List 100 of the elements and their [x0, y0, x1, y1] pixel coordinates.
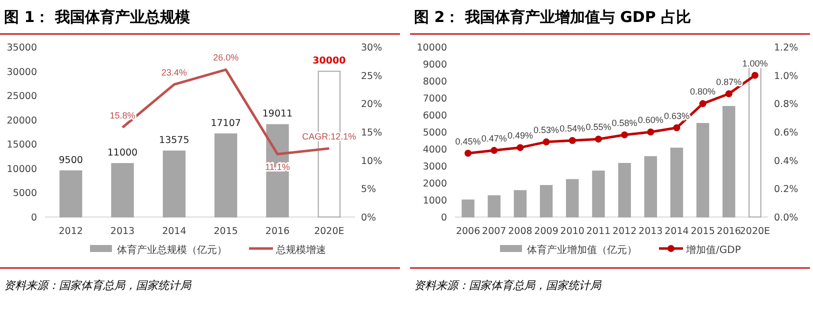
- bar: [488, 195, 500, 218]
- x-tick-label: 2011: [586, 226, 611, 237]
- x-tick-label: 2020E: [740, 226, 770, 237]
- chart-title: 图 1： 我国体育产业总规模: [4, 8, 191, 26]
- point: [751, 72, 758, 79]
- y2-tick-label: 5%: [361, 184, 376, 196]
- text: 资料来源：国家体育总局，国家统计局: [414, 279, 602, 292]
- x-tick-label: 2015: [214, 226, 238, 237]
- bar: [462, 200, 474, 218]
- y2-tick-label: 0.8%: [774, 99, 798, 110]
- y2-tick-label: 1.2%: [774, 42, 798, 54]
- y2-tick-label: 30%: [361, 42, 382, 54]
- data-label: 0.63%: [664, 110, 690, 121]
- legend-label: 体育产业增加值（亿元）: [527, 244, 637, 256]
- legend-label: 增加值/GDP: [685, 244, 741, 256]
- y-tick-label: 0: [440, 212, 447, 224]
- y2-tick-label: 1.0%: [774, 70, 798, 82]
- data-label: 23.4%: [161, 67, 187, 78]
- bar: [644, 156, 657, 218]
- point: [725, 90, 732, 98]
- data-label: CAGR:12.1%: [302, 131, 356, 142]
- x-tick-label: 2012: [58, 226, 83, 237]
- point: [464, 150, 472, 157]
- point: [647, 128, 654, 136]
- y-tick-label: 6000: [422, 110, 447, 122]
- x-tick-label: 2013: [110, 226, 135, 237]
- data-label: 1.00%: [742, 58, 768, 68]
- y2-tick-label: 10%: [361, 156, 382, 167]
- y-tick-label: 10000: [6, 164, 37, 175]
- bar: [618, 162, 631, 218]
- point: [699, 100, 706, 108]
- y-tick-label: 25000: [6, 91, 37, 102]
- bar: [162, 150, 186, 218]
- y2-tick-label: 25%: [361, 70, 382, 82]
- bar: [566, 179, 579, 218]
- data-label: 19011: [262, 108, 293, 120]
- point: [490, 146, 498, 154]
- y-tick-label: 30000: [6, 66, 37, 78]
- y2-tick-label: 0.0%: [774, 212, 798, 224]
- y-tick-label: 2000: [422, 178, 447, 190]
- bar: [670, 148, 684, 218]
- y-tick-label: 4000: [422, 144, 447, 156]
- point: [542, 138, 550, 146]
- x-tick-label: 2013: [638, 226, 663, 237]
- data-label: 0.87%: [716, 76, 742, 87]
- x-tick-label: 2008: [508, 226, 532, 237]
- data-label: 30000: [312, 55, 346, 66]
- data-label: 11000: [107, 148, 138, 159]
- legend-label: 总规模增速: [275, 244, 326, 256]
- point: [594, 136, 602, 143]
- bar: [722, 106, 736, 218]
- x-tick-label: 2012: [612, 226, 637, 237]
- bar: [540, 185, 553, 218]
- data-label: 0.55%: [586, 122, 612, 132]
- bar: [514, 190, 527, 218]
- text: 资料来源：国家体育总局，国家统计局: [4, 279, 192, 292]
- y-tick-label: 15000: [6, 140, 37, 151]
- data-label: 0.80%: [690, 86, 716, 97]
- y2-tick-label: 0%: [361, 212, 376, 224]
- data-label: 0.54%: [560, 124, 586, 134]
- y-tick-label: 1000: [422, 196, 447, 206]
- y-tick-label: 5000: [422, 128, 447, 138]
- data-label: 0.45%: [455, 136, 481, 146]
- x-tick-label: 2016: [265, 226, 290, 237]
- y2-tick-label: 0.6%: [774, 128, 798, 138]
- point: [673, 124, 680, 132]
- bar: [696, 123, 710, 218]
- x-tick-label: 2016: [716, 226, 741, 237]
- y-tick-label: 20000: [6, 115, 37, 126]
- y-tick-label: 10000: [416, 42, 447, 54]
- bar: [592, 170, 605, 218]
- y-tick-label: 0: [30, 212, 37, 224]
- bar: [59, 170, 82, 218]
- data-label: 13575: [159, 135, 190, 146]
- x-tick-label: 2014: [162, 226, 186, 237]
- x-tick-label: 2007: [482, 226, 506, 237]
- y-tick-label: 5000: [12, 188, 37, 200]
- y-tick-label: 35000: [6, 42, 37, 54]
- data-label: 9500: [58, 154, 83, 166]
- y-tick-label: 3000: [422, 162, 447, 172]
- data-label: 17107: [210, 118, 241, 129]
- chart-title: 图 2： 我国体育产业增加值与 GDP 占比: [414, 8, 692, 26]
- bar: [214, 133, 238, 218]
- y2-tick-label: 15%: [361, 128, 382, 138]
- x-tick-label: 2015: [690, 226, 715, 237]
- x-tick-label: 2010: [560, 226, 584, 237]
- data-label: 26.0%: [213, 52, 239, 63]
- y-tick-label: 9000: [422, 60, 447, 70]
- x-tick-label: 2014: [664, 226, 689, 237]
- point: [568, 137, 576, 144]
- y2-tick-label: 0.2%: [774, 184, 798, 196]
- data-label: 0.60%: [638, 115, 664, 125]
- y-tick-label: 8000: [422, 76, 447, 88]
- data-label: 0.49%: [507, 130, 533, 141]
- legend-label: 体育产业总规模（亿元）: [117, 244, 227, 256]
- y2-tick-label: 0.4%: [774, 156, 798, 167]
- y-tick-label: 7000: [422, 94, 447, 104]
- data-label: 0.47%: [481, 133, 507, 144]
- y2-tick-label: 20%: [361, 99, 382, 110]
- x-tick-label: 2009: [534, 226, 558, 237]
